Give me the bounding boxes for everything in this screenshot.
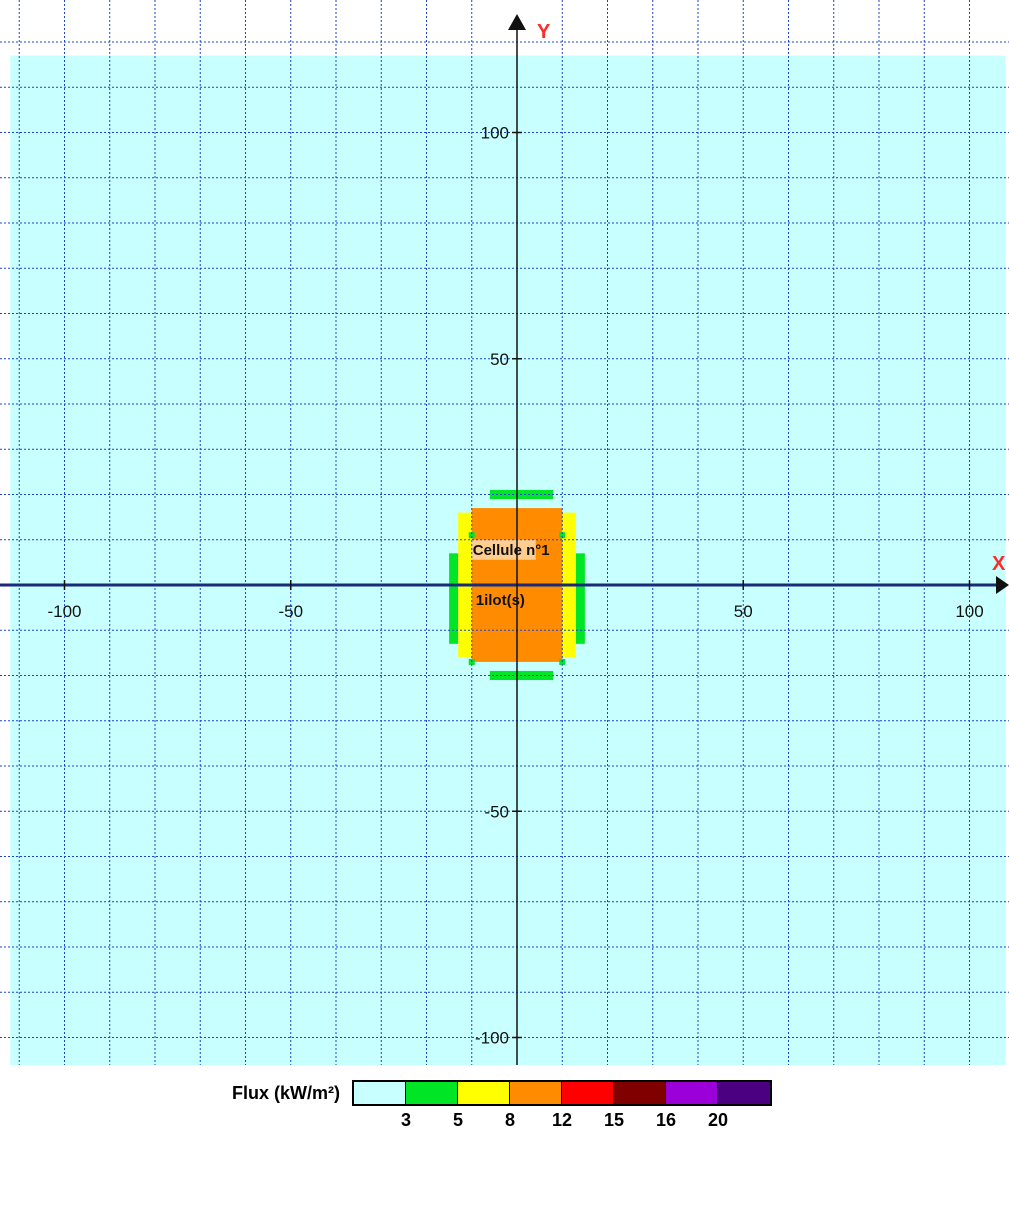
ilot-count-label: 1ilot(s) (476, 592, 525, 609)
legend-swatch (458, 1082, 510, 1104)
corner-marker (559, 532, 566, 539)
x-axis-letter: X (992, 553, 1006, 575)
legend-swatch (666, 1082, 718, 1104)
legend-swatch (718, 1082, 770, 1104)
flux-legend: Flux (kW/m²) (232, 1080, 772, 1106)
legend-swatch (510, 1082, 562, 1104)
y-tick-label: 50 (490, 350, 509, 369)
cell-name-label: Cellule n°1 (473, 542, 550, 559)
flux-zone-1-3 (575, 553, 585, 644)
y-axis-arrow-icon (508, 14, 526, 30)
corner-marker (468, 532, 475, 539)
y-axis-letter: Y (537, 21, 551, 43)
legend-swatch (562, 1082, 614, 1104)
legend-threshold: 12 (551, 1110, 573, 1130)
legend-threshold: 3 (400, 1110, 412, 1130)
legend-swatch (406, 1082, 458, 1104)
legend-swatch (354, 1082, 406, 1104)
legend-threshold: 5 (452, 1110, 464, 1130)
y-tick-label: -50 (484, 802, 509, 821)
legend-threshold: 20 (707, 1110, 729, 1130)
x-tick-label: 100 (955, 602, 983, 621)
legend-color-bar (352, 1080, 772, 1106)
legend-threshold: 16 (655, 1110, 677, 1130)
legend-threshold: 8 (504, 1110, 516, 1130)
x-tick-label: -50 (278, 602, 303, 621)
flux-zone-1-2 (449, 553, 459, 644)
legend-title: Flux (kW/m²) (232, 1082, 340, 1103)
y-tick-label: -100 (475, 1029, 509, 1048)
x-axis-arrow-icon (996, 576, 1009, 594)
x-tick-label: 50 (734, 602, 753, 621)
cell-label-background (471, 539, 536, 560)
y-tick-label: 100 (481, 124, 509, 143)
legend-threshold-labels: 3 5 8 12 15 16 20 (0, 1110, 1009, 1134)
legend-threshold: 15 (603, 1110, 625, 1130)
x-tick-label: -100 (47, 602, 81, 621)
legend-swatch (614, 1082, 666, 1104)
flux-map-plot: X Y -100 -50 50 100 100 50 -50 -100 Cellule n°1 1il… (0, 0, 1009, 1065)
